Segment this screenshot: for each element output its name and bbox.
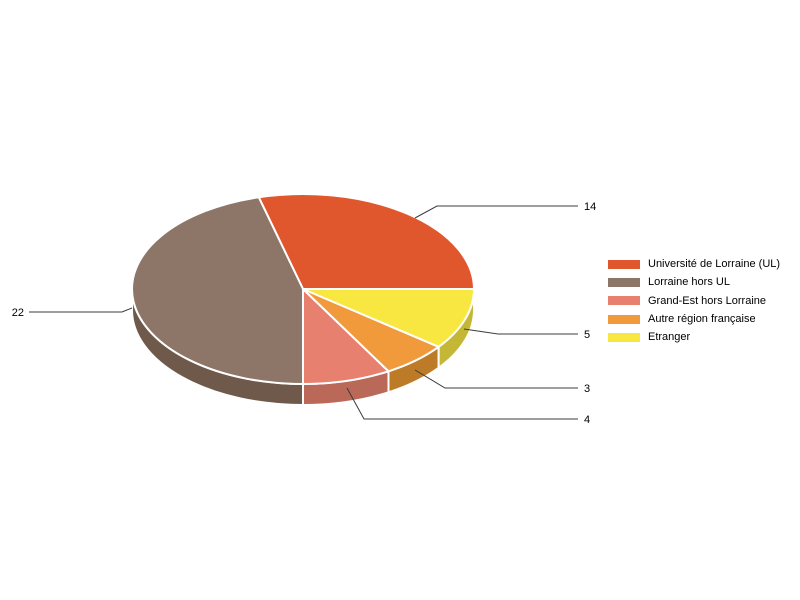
- value-label-3: 3: [584, 383, 590, 395]
- leader-line-1: [29, 307, 133, 313]
- legend-color-swatch: [608, 332, 640, 342]
- value-label-4: 5: [584, 329, 590, 341]
- legend-item-0: Université de Lorraine (UL): [608, 255, 780, 273]
- legend-item-2: Grand-Est hors Lorraine: [608, 292, 780, 310]
- legend-item-label: Autre région française: [648, 313, 756, 326]
- value-label-2: 4: [584, 414, 590, 426]
- value-label-1: 22: [12, 307, 24, 319]
- pie-slice-0: [257, 193, 475, 290]
- legend-color-swatch: [608, 296, 640, 306]
- pie-slice-4: [302, 288, 475, 348]
- legend-item-label: Université de Lorraine (UL): [648, 258, 781, 271]
- value-label-0: 14: [584, 201, 596, 213]
- legend-item-label: Grand-Est hors Lorraine: [648, 294, 766, 307]
- leader-line-2: [346, 387, 578, 420]
- leader-line-3: [414, 369, 578, 389]
- legend-color-swatch: [608, 277, 640, 287]
- legend-color-swatch: [608, 259, 640, 269]
- legend: Université de Lorraine (UL) Lorraine hors…: [608, 255, 780, 346]
- legend-item-3: Autre région française: [608, 310, 780, 328]
- legend-item-1: Lorraine hors UL: [608, 273, 780, 291]
- legend-color-swatch: [608, 314, 640, 324]
- legend-item-label: Lorraine hors UL: [648, 276, 730, 289]
- pie-slice-2: [302, 288, 390, 385]
- leader-line-4: [463, 328, 578, 335]
- leader-line-0: [414, 205, 578, 219]
- legend-item-4: Etranger: [608, 328, 780, 346]
- pie-slice-1: [131, 196, 304, 385]
- legend-item-label: Etranger: [648, 331, 691, 344]
